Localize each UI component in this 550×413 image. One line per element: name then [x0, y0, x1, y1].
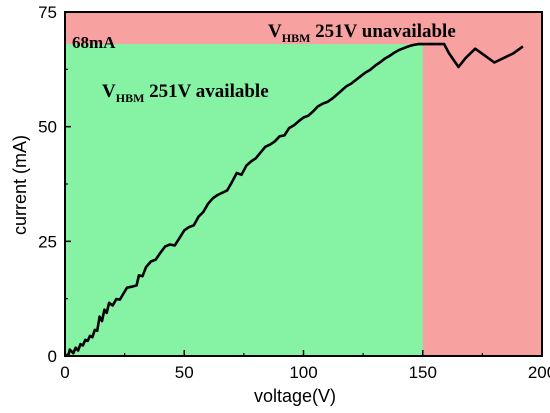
x-tick-label: 100 [289, 363, 317, 382]
y-tick-label: 75 [38, 3, 57, 22]
series-group [64, 42, 524, 358]
y-tick-label: 0 [48, 347, 57, 366]
available-region [65, 44, 423, 357]
available-annotation: VHBM 251V available [102, 81, 269, 105]
y-axis-title: current (mA) [10, 135, 30, 235]
x-axis-title: voltage(V) [254, 386, 336, 406]
series-line [64, 42, 524, 358]
x-tick-label: 0 [60, 363, 69, 382]
x-tick-label: 150 [409, 363, 437, 382]
y-tick-label: 25 [38, 232, 57, 251]
y-tick-label: 50 [38, 118, 57, 137]
x-tick-label: 200 [528, 363, 550, 382]
plot-frame [64, 11, 543, 357]
threshold-label: 68mA [72, 33, 116, 52]
unavailable-annotation: VHBM 251V unavailable [268, 21, 456, 45]
x-tick-label: 50 [175, 363, 194, 382]
